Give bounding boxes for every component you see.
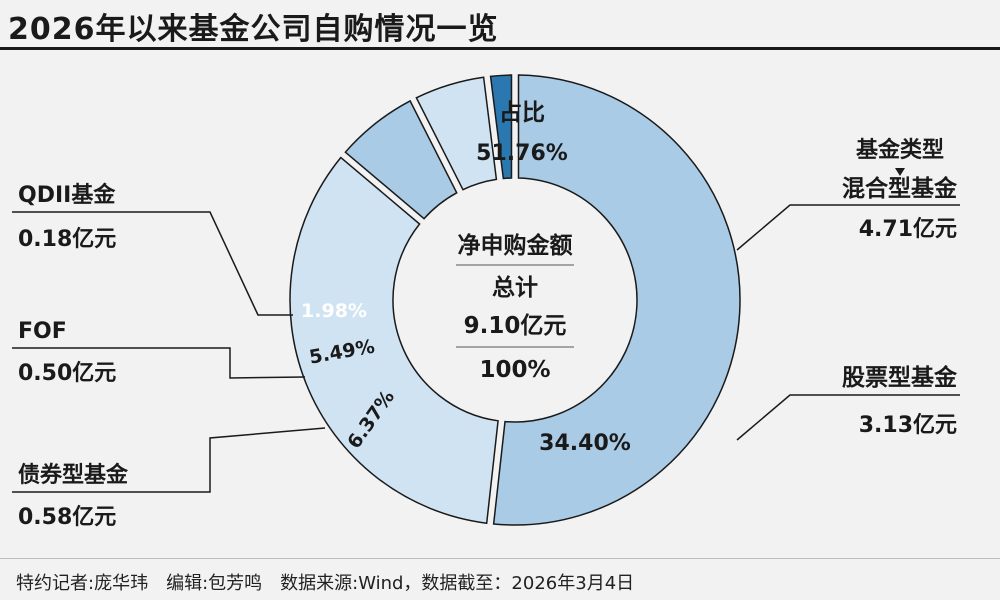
slice-1 xyxy=(289,156,499,525)
leader-line-2 xyxy=(12,427,326,493)
series-name-3: FOF xyxy=(18,319,67,344)
source-credit: 特约记者:庞华玮 编辑:包芳鸣 数据来源:Wind，数据截至：2026年3月4日 xyxy=(16,573,635,594)
value-label-4: 0.18亿元 xyxy=(18,227,116,252)
footer: 特约记者:庞华玮 编辑:包芳鸣 数据来源:Wind，数据截至：2026年3月4日 xyxy=(0,558,1000,600)
series-name-0: 混合型基金 xyxy=(842,175,958,202)
chart-title: 2026年以来基金公司自购情况一览 xyxy=(8,12,499,47)
type-header-label: 基金类型 xyxy=(856,137,944,163)
value-label-2: 0.58亿元 xyxy=(18,505,116,530)
percent-label-0: 51.76% xyxy=(476,141,568,166)
center-line-3: 9.10亿元 xyxy=(464,313,567,339)
percent-label-4: 1.98% xyxy=(301,300,367,322)
percent-label-1: 34.40% xyxy=(539,431,631,456)
center-line-1: 净申购金额 xyxy=(458,232,573,259)
header: 2026年以来基金公司自购情况一览 xyxy=(0,0,1000,50)
series-name-4: QDII基金 xyxy=(18,182,116,208)
leader-line-3 xyxy=(12,347,306,379)
leader-line-1 xyxy=(736,394,960,441)
slice-3 xyxy=(415,76,498,191)
slice-0 xyxy=(492,74,741,526)
leader-line-0 xyxy=(736,204,960,251)
value-label-3: 0.50亿元 xyxy=(18,361,116,386)
value-label-1: 3.13亿元 xyxy=(859,413,957,438)
share-header-label: 占比 xyxy=(499,100,545,126)
slice-4 xyxy=(489,74,513,180)
center-line-2: 总计 xyxy=(492,274,538,301)
series-name-1: 股票型基金 xyxy=(842,364,958,391)
slice-2 xyxy=(344,99,458,220)
series-name-2: 债券型基金 xyxy=(18,462,129,488)
value-label-0: 4.71亿元 xyxy=(859,217,957,242)
caret-down-icon xyxy=(895,168,905,176)
leader-line-4 xyxy=(12,211,293,316)
center-line-4: 100% xyxy=(479,357,550,383)
